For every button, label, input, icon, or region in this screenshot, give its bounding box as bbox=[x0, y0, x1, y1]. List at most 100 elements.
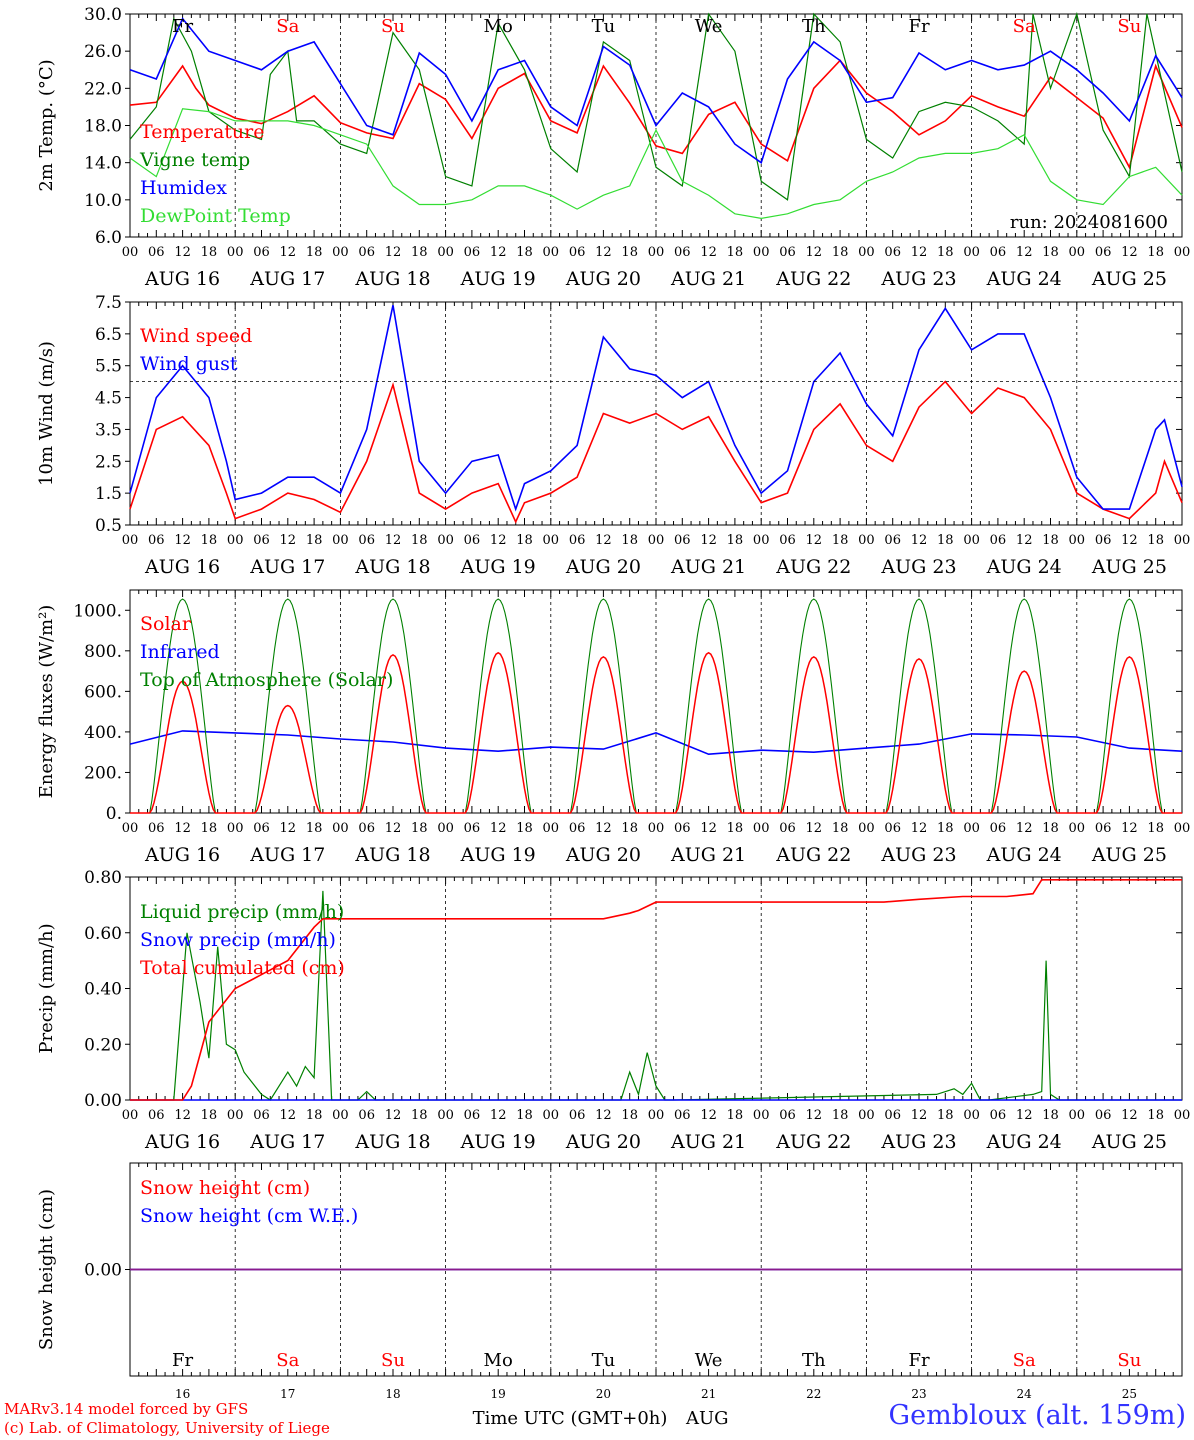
y-tick-label: 0.60 bbox=[84, 924, 122, 944]
hour-tick-label: 12 bbox=[385, 821, 402, 836]
hour-tick-label: 00 bbox=[332, 1108, 349, 1123]
weekday-label: Mo bbox=[484, 1350, 513, 1371]
y-axis-title: Energy fluxes (W/m²) bbox=[36, 605, 57, 799]
hour-tick-label: 12 bbox=[700, 1108, 717, 1123]
date-label: AUG 22 bbox=[775, 844, 851, 866]
day-number-label: 17 bbox=[280, 1387, 295, 1401]
weekday-label: Th bbox=[802, 16, 826, 37]
day-number-label: 18 bbox=[385, 1387, 400, 1401]
y-tick-label: 0.40 bbox=[84, 980, 122, 1000]
hour-tick-label: 12 bbox=[1016, 245, 1033, 260]
y-tick-label: 400. bbox=[84, 723, 122, 743]
weekday-label: Fr bbox=[172, 1350, 193, 1371]
hour-tick-label: 12 bbox=[490, 533, 507, 548]
hour-tick-label: 00 bbox=[858, 533, 875, 548]
lab-credit-line: (c) Lab. of Climatology, University of L… bbox=[4, 1419, 330, 1437]
y-axis-title: Precip (mm/h) bbox=[36, 923, 57, 1053]
hour-tick-label: 06 bbox=[1095, 821, 1112, 836]
date-label: AUG 23 bbox=[880, 844, 956, 866]
y-tick-label: 26.0 bbox=[84, 42, 122, 62]
weekday-label: We bbox=[695, 1350, 723, 1371]
y-tick-label: 0.00 bbox=[84, 1261, 122, 1281]
date-label: AUG 18 bbox=[354, 268, 430, 290]
hour-tick-label: 00 bbox=[963, 245, 980, 260]
legend-entry: Wind speed bbox=[140, 325, 252, 347]
hour-tick-label: 18 bbox=[727, 245, 744, 260]
hour-tick-label: 00 bbox=[543, 821, 560, 836]
hour-tick-label: 18 bbox=[411, 821, 428, 836]
hour-tick-label: 18 bbox=[621, 245, 638, 260]
legend-entry: Wind gust bbox=[140, 353, 238, 375]
legend-entry: Total cumulated (cm) bbox=[140, 957, 345, 979]
y-axis-title: 10m Wind (m/s) bbox=[36, 341, 57, 486]
toa-solar-curve bbox=[1076, 598, 1182, 814]
hour-tick-label: 18 bbox=[516, 821, 533, 836]
hour-tick-label: 12 bbox=[911, 533, 928, 548]
y-tick-label: 6.0 bbox=[95, 228, 122, 248]
y-tick-label: 0.00 bbox=[84, 1091, 122, 1111]
date-label: AUG 18 bbox=[354, 556, 430, 578]
hour-tick-label: 12 bbox=[174, 1108, 191, 1123]
date-label: AUG 24 bbox=[986, 268, 1062, 290]
legend-entry: Temperature bbox=[140, 121, 264, 143]
hour-tick-label: 18 bbox=[201, 533, 218, 548]
hour-tick-label: 12 bbox=[280, 245, 297, 260]
hour-tick-label: 12 bbox=[806, 1108, 823, 1123]
hour-tick-label: 00 bbox=[122, 1108, 139, 1123]
solar-curve bbox=[761, 656, 867, 814]
hour-tick-label: 00 bbox=[1174, 1108, 1191, 1123]
hour-tick-label: 18 bbox=[1147, 533, 1164, 548]
date-label: AUG 23 bbox=[880, 556, 956, 578]
hour-tick-label: 06 bbox=[1095, 1108, 1112, 1123]
date-label: AUG 21 bbox=[670, 556, 746, 578]
hour-tick-label: 12 bbox=[1121, 821, 1138, 836]
hour-tick-label: 00 bbox=[1069, 533, 1086, 548]
y-tick-label: 600. bbox=[84, 682, 122, 702]
weekday-label: Su bbox=[1117, 16, 1141, 37]
series-line-temperature bbox=[129, 59, 1183, 170]
date-label: AUG 25 bbox=[1091, 268, 1167, 290]
hour-tick-label: 00 bbox=[437, 1108, 454, 1123]
hour-tick-label: 06 bbox=[779, 821, 796, 836]
hour-tick-label: 00 bbox=[648, 533, 665, 548]
hour-tick-label: 18 bbox=[621, 821, 638, 836]
series-line-wind-gust bbox=[129, 305, 1183, 512]
hour-tick-label: 00 bbox=[1174, 533, 1191, 548]
solar-curve bbox=[1076, 656, 1182, 814]
hour-tick-label: 12 bbox=[1121, 245, 1138, 260]
hour-tick-label: 12 bbox=[595, 533, 612, 548]
series-line-vigne-temp bbox=[129, 11, 1183, 201]
hour-tick-label: 06 bbox=[148, 1108, 165, 1123]
toa-solar-curve bbox=[550, 598, 656, 814]
hour-tick-label: 18 bbox=[1147, 245, 1164, 260]
hour-tick-label: 12 bbox=[700, 533, 717, 548]
y-tick-label: 5.5 bbox=[95, 357, 122, 377]
day-number-label: 25 bbox=[1122, 1387, 1137, 1401]
date-label: AUG 21 bbox=[670, 1131, 746, 1153]
hour-tick-label: 06 bbox=[569, 245, 586, 260]
hour-tick-label: 00 bbox=[1174, 245, 1191, 260]
hour-tick-label: 00 bbox=[753, 1108, 770, 1123]
hour-tick-label: 00 bbox=[963, 821, 980, 836]
date-label: AUG 20 bbox=[565, 1131, 641, 1153]
legend-entry: Vigne temp bbox=[139, 149, 250, 171]
hour-tick-label: 18 bbox=[1147, 821, 1164, 836]
hour-tick-label: 06 bbox=[358, 533, 375, 548]
hour-tick-label: 18 bbox=[411, 245, 428, 260]
date-label: AUG 16 bbox=[144, 844, 220, 866]
y-tick-label: 10.0 bbox=[84, 191, 122, 211]
hour-tick-label: 00 bbox=[332, 533, 349, 548]
date-label: AUG 17 bbox=[249, 1131, 325, 1153]
hour-tick-label: 18 bbox=[411, 533, 428, 548]
hour-tick-label: 06 bbox=[148, 533, 165, 548]
hour-tick-label: 18 bbox=[201, 1108, 218, 1123]
hour-tick-label: 12 bbox=[490, 821, 507, 836]
hour-tick-label: 06 bbox=[253, 1108, 270, 1123]
date-label: AUG 19 bbox=[460, 268, 536, 290]
hour-tick-label: 18 bbox=[832, 533, 849, 548]
hour-tick-label: 12 bbox=[911, 821, 928, 836]
hour-tick-label: 12 bbox=[806, 533, 823, 548]
hour-tick-label: 12 bbox=[174, 245, 191, 260]
hour-tick-label: 12 bbox=[385, 533, 402, 548]
y-tick-label: 3.5 bbox=[95, 420, 122, 440]
